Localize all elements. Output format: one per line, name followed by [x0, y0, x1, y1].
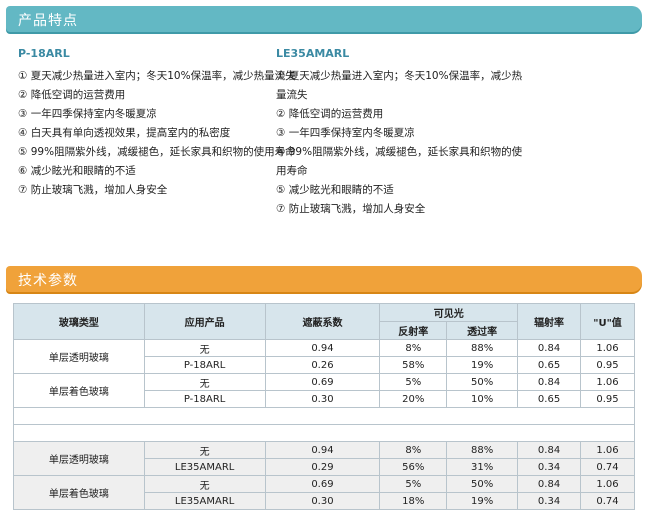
table-cell: 20% [379, 390, 448, 408]
header-shading: 遮蔽系数 [264, 303, 381, 340]
table-cell: P-18ARL [143, 356, 266, 374]
table-cell: 无 [143, 441, 266, 459]
table-row: 单层着色玻璃 无 0.69 5% 50% 0.84 1.06 [13, 373, 635, 408]
table-cell: 0.65 [517, 390, 582, 408]
product-model: LE35AMARL [276, 47, 350, 60]
feature-item: ⑤ 减少眩光和眼睛的不适 [276, 184, 394, 196]
table-cell: 8% [379, 339, 448, 357]
table-cell: 0.65 [517, 356, 582, 374]
feature-item: ⑥ 减少眩光和眼睛的不适 [18, 165, 136, 177]
spec-table: 玻璃类型 应用产品 遮蔽系数 可见光 辐射率 "U"值 反射率 透过率 单层透明… [13, 303, 635, 510]
feature-item: ④ 99%阻隔紫外线，减缓褪色，延长家具和织物的使用寿命 [276, 146, 523, 177]
product-features-p18arl: P-18ARL ① 夏天减少热量进入室内；冬天10%保温率，减少热量流失 ② 降… [18, 44, 318, 200]
table-cell: 0.69 [264, 373, 381, 391]
header-visible-light: 可见光 [379, 303, 519, 322]
feature-item: ② 降低空调的运营费用 [18, 89, 126, 101]
table-cell: 0.30 [264, 390, 381, 408]
product-features-le35amarl: LE35AMARL ① 夏天减少热量进入室内；冬天10%保温率，减少热量流失 ②… [276, 44, 526, 219]
table-cell: 0.84 [517, 373, 582, 391]
table-cell: 无 [143, 339, 266, 357]
table-cell: 5% [379, 373, 448, 391]
table-cell: 5% [379, 475, 448, 493]
header-glass-type: 玻璃类型 [13, 303, 145, 340]
glass-type-cell: 单层着色玻璃 [13, 475, 145, 510]
table-cell: 1.06 [580, 373, 635, 391]
table-cell: 18% [379, 492, 448, 510]
table-cell: 1.06 [580, 339, 635, 357]
table-cell: 无 [143, 475, 266, 493]
header-transmittance: 透过率 [446, 321, 519, 340]
table-cell: 0.34 [517, 492, 582, 510]
feature-item: ③ 一年四季保持室内冬暖夏凉 [276, 127, 415, 139]
table-cell: 0.34 [517, 458, 582, 476]
table-cell: 0.84 [517, 339, 582, 357]
header-emissivity: 辐射率 [517, 303, 582, 340]
feature-item: ⑦ 防止玻璃飞溅，增加人身安全 [18, 184, 168, 196]
feature-item: ⑦ 防止玻璃飞溅，增加人身安全 [276, 203, 426, 215]
table-cell: 10% [446, 390, 519, 408]
table-cell: 0.26 [264, 356, 381, 374]
table-cell: 19% [446, 356, 519, 374]
table-cell: 50% [446, 475, 519, 493]
table-cell: 0.94 [264, 339, 381, 357]
feature-item: ② 降低空调的运营费用 [276, 108, 384, 120]
section-title-features: 产品特点 [18, 13, 78, 29]
section-title-specs: 技术参数 [18, 273, 78, 289]
table-cell: 无 [143, 373, 266, 391]
table-row: LE35AMARL 0.29 56% 31% 0.34 0.74 [14, 458, 635, 476]
table-cell: 19% [446, 492, 519, 510]
glass-type-cell: 单层着色玻璃 [13, 373, 145, 408]
table-cell: 31% [446, 458, 519, 476]
table-cell: LE35AMARL [143, 492, 266, 510]
table-cell: 0.84 [517, 475, 582, 493]
table-row: 单层着色玻璃 无 0.69 5% 50% 0.84 1.06 [13, 475, 635, 510]
table-row: LE35AMARL 0.30 18% 19% 0.34 0.74 [14, 492, 635, 510]
header-reflectance: 反射率 [379, 321, 448, 340]
table-cell: LE35AMARL [143, 458, 266, 476]
section-header-specs: 技术参数 [6, 266, 642, 292]
table-cell: 0.29 [264, 458, 381, 476]
table-cell: 56% [379, 458, 448, 476]
table-cell: 88% [446, 339, 519, 357]
glass-type-cell: 单层透明玻璃 [13, 441, 145, 476]
table-cell: 1.06 [580, 441, 635, 459]
glass-type-cell: 单层透明玻璃 [13, 339, 145, 374]
header-u-value: "U"值 [580, 303, 635, 340]
table-cell: 1.06 [580, 475, 635, 493]
table-spacer [13, 424, 635, 442]
feature-item: ④ 白天具有单向透视效果，提高室内的私密度 [18, 127, 231, 139]
table-cell: 0.84 [517, 441, 582, 459]
table-cell: P-18ARL [143, 390, 266, 408]
table-cell: 0.95 [580, 390, 635, 408]
table-cell: 58% [379, 356, 448, 374]
feature-item: ① 夏天减少热量进入室内；冬天10%保温率，减少热量流失 [276, 70, 523, 101]
table-cell: 8% [379, 441, 448, 459]
table-row: 单层透明玻璃 无 0.94 8% 88% 0.84 1.06 [13, 339, 635, 374]
table-cell: 50% [446, 373, 519, 391]
table-cell: 0.74 [580, 458, 635, 476]
table-spacer [13, 407, 635, 425]
table-cell: 0.69 [264, 475, 381, 493]
table-row: 单层透明玻璃 无 0.94 8% 88% 0.84 1.06 [13, 441, 635, 476]
table-cell: 0.95 [580, 356, 635, 374]
product-model: P-18ARL [18, 47, 70, 60]
table-row: P-18ARL 0.30 20% 10% 0.65 0.95 [14, 390, 635, 408]
feature-item: ③ 一年四季保持室内冬暖夏凉 [18, 108, 157, 120]
table-cell: 0.74 [580, 492, 635, 510]
table-cell: 0.30 [264, 492, 381, 510]
section-header-features: 产品特点 [6, 6, 642, 32]
header-product: 应用产品 [143, 303, 266, 340]
feature-item: ① 夏天减少热量进入室内；冬天10%保温率，减少热量流失 [18, 70, 296, 82]
table-cell: 88% [446, 441, 519, 459]
table-cell: 0.94 [264, 441, 381, 459]
feature-item: ⑤ 99%阻隔紫外线，减缓褪色，延长家具和织物的使用寿命 [18, 146, 296, 158]
